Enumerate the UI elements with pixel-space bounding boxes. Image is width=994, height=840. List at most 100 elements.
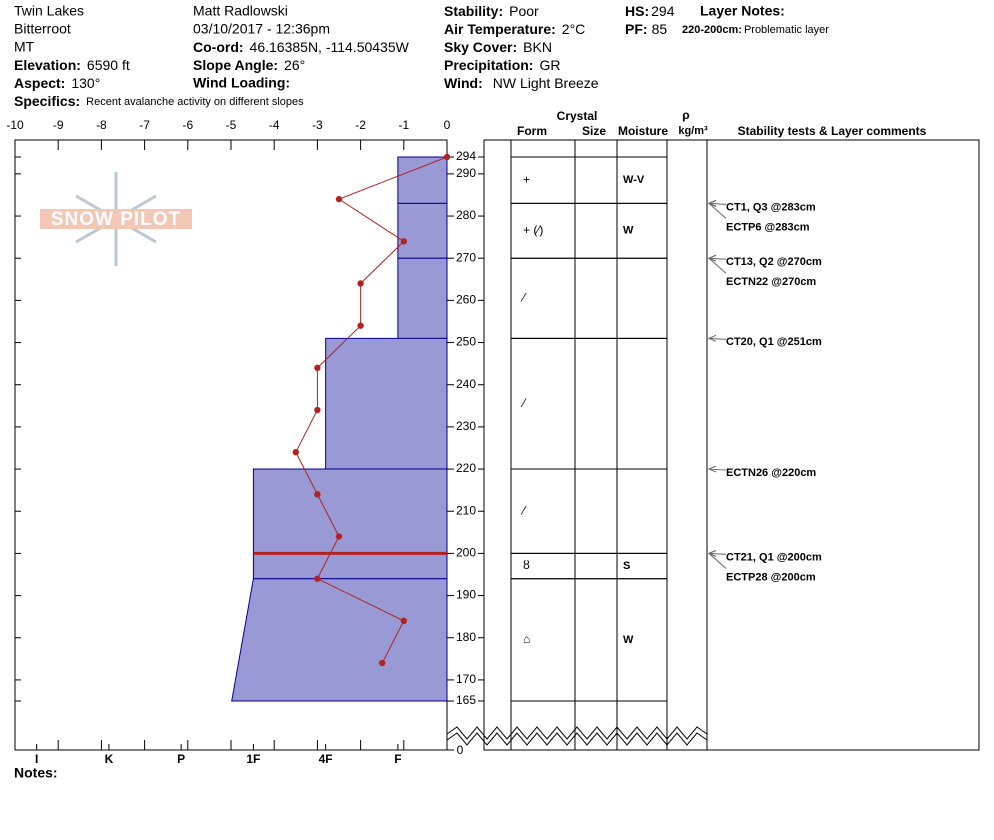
crystal-form: ⁄ [520,290,527,304]
crystal-form: + [523,172,530,186]
layer-note: 220-200cm: Problematic layer [682,24,829,36]
y-tick-label: 210 [456,503,476,517]
column-lines [510,140,708,750]
col-header: Crystal [557,109,598,123]
temperature-point [335,195,343,203]
field-label: 220-200cm: [682,24,742,36]
col-header: kg/m³ [678,125,708,137]
test-label: CT20, Q1 @251cm [726,336,822,348]
field-value: GR [539,57,560,73]
field-value: Problematic layer [744,24,829,36]
hardness-label: I [35,752,38,766]
temperature-point [314,364,321,372]
field-label: Air Temperature: [444,21,556,37]
col-header: Form [517,124,547,138]
temperature-point [314,575,321,582]
field-value: 26° [284,57,305,73]
elevation: Elevation: 6590 ft [14,57,130,73]
specifics: Specifics: Recent avalanche activity on d… [14,93,304,109]
col-header: ρ [682,108,689,122]
temperature-point [357,322,364,329]
y-tick-label: 230 [456,419,476,433]
field-value: BKN [523,39,552,55]
hardness-label: 4F [319,752,333,766]
test-arrowhead [707,199,717,207]
aspect: Aspect: 130° [14,75,100,91]
field-value: 294 [651,3,675,19]
hardness-layer [397,202,448,259]
y-tick-label: 294 [456,149,476,163]
y-tick-label: 270 [456,250,476,264]
hardness-layer [397,257,448,339]
temperature-point [400,617,407,625]
test-label: ECTP28 @200cm [726,571,816,583]
wind-loading: Wind Loading: [193,75,290,91]
test-arrowhead [707,254,717,262]
field-label: Stability: [444,3,503,19]
field-label: Aspect: [14,75,65,91]
hardness-label: K [105,752,114,766]
range: Bitterroot [14,21,71,37]
y-tick-label: 180 [456,630,476,644]
coord: Co-ord: 46.16385N, -114.50435W [193,39,410,55]
test-label: ECTP6 @283cm [726,221,810,233]
field-label: Slope Angle: [193,57,278,73]
x-tick-label: -10 [6,118,24,132]
test-label: ECTN22 @270cm [726,276,816,288]
hardness-layer [252,552,448,580]
col-header: Size [582,124,606,138]
test-label: CT13, Q2 @270cm [726,256,822,268]
temperature-point [443,153,451,161]
field-value: 130° [71,75,100,91]
x-tick-label: -1 [398,118,409,132]
field-label: Elevation: [14,57,81,73]
hardness-layer [325,337,448,470]
field-value: 85 [652,21,668,37]
moisture: W [623,634,634,646]
y-tick-label: 280 [456,208,476,222]
test-label: CT1, Q3 @283cm [726,201,816,213]
temperature-point [314,491,321,498]
y-tick-label: 250 [456,335,476,349]
test-arrowhead [707,549,717,557]
field-value: Recent avalanche activity on different s… [86,96,304,108]
x-tick-label: 0 [444,118,451,132]
axis-break [446,732,708,746]
x-tick-label: -8 [96,118,107,132]
x-tick-label: -6 [182,118,193,132]
y-tick-label: 290 [456,166,476,180]
temperature-point [400,238,407,245]
temperature-point [379,659,386,667]
y-tick-label: 165 [456,693,476,707]
col-header: Stability tests & Layer comments [738,124,927,138]
x-tick-label: -2 [355,118,366,132]
moisture: W [623,225,634,237]
hardness-label: 1F [246,752,260,766]
moisture: W-V [623,174,645,186]
moisture: S [623,560,630,572]
y-tick-label: 240 [456,377,476,391]
y-tick-label: 220 [456,461,476,475]
field-label: Co-ord: [193,39,244,55]
test-arrow [708,202,727,205]
test-arrowhead [707,334,717,342]
state: MT [14,39,35,55]
sky: Sky Cover: BKN [444,39,552,55]
test-arrow [708,203,727,219]
y-tick-label: 260 [456,293,476,307]
test-arrow [708,257,727,274]
crystal-form: ⁄ [520,503,527,517]
field-label: Sky Cover: [444,39,517,55]
hardness-layer [231,578,448,702]
test-arrow [708,552,727,555]
x-tick-label: -5 [226,118,237,132]
y-tick-label: 200 [456,546,476,560]
field-value: 2°C [562,21,586,37]
x-tick-label: -4 [269,118,280,132]
test-label: ECTN26 @220cm [726,467,816,479]
logo-text: SNOW PILOT [51,209,181,230]
hardness-label: P [177,752,185,766]
pf: PF: 85 [625,21,667,37]
notes: Notes: [14,765,58,781]
